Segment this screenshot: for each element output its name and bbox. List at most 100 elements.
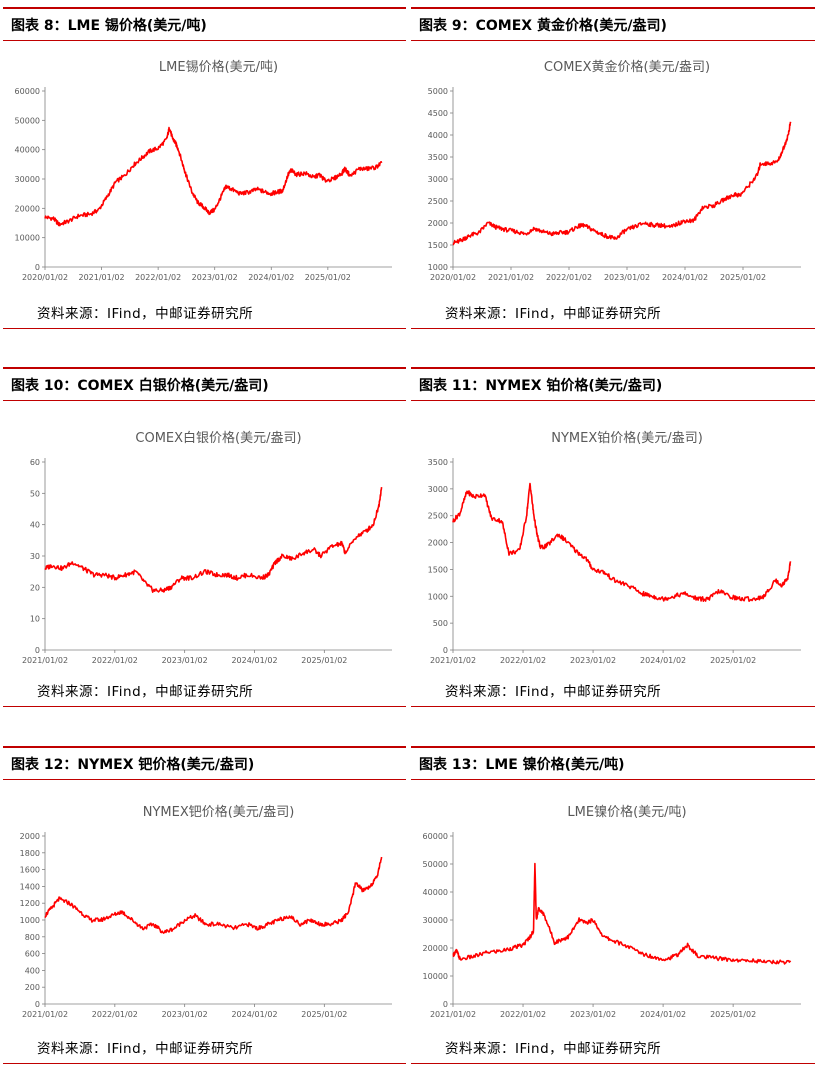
panel-platinum: 图表 11：NYMEX 铂价格(美元/盎司) NYMEX铂价格(美元/盎司) 0 5… [411,366,815,707]
y-tick-label: 60000 [423,832,448,841]
x-tick-label: 2025/01/02 [305,273,351,282]
y-tick-label: 20 [30,583,40,592]
y-tick-label: 50000 [15,116,40,125]
x-tick-label: 2021/01/02 [22,656,68,665]
y-tick-label: 2500 [428,197,448,206]
y-tick-label: 1500 [428,241,448,250]
y-tick-label: 0 [35,1000,40,1009]
y-tick-label: 30 [30,552,40,561]
panel-title: 图表 11：NYMEX 铂价格(美元/盎司) [411,367,815,401]
x-tick-label: 2021/01/02 [430,1010,476,1019]
chart-title: NYMEX钯价格(美元/盎司) [143,804,295,820]
source-note: 资料来源：IFind，中邮证券研究所 [3,677,406,707]
chart-title: COMEX黄金价格(美元/盎司) [544,59,710,75]
y-tick-label: 60 [30,458,40,467]
y-tick-label: 2500 [428,512,448,521]
x-tick-label: 2023/01/02 [604,273,650,282]
x-tick-label: 2024/01/02 [231,1010,277,1019]
chart-title: COMEX白银价格(美元/盎司) [135,430,301,446]
source-note: 资料来源：IFind，中邮证券研究所 [411,299,815,329]
series-line-palladium [44,856,383,934]
y-tick-label: 1200 [20,899,40,908]
x-tick-label: 2024/01/02 [662,273,708,282]
x-tick-label: 2025/01/02 [710,656,756,665]
y-tick-label: 1500 [428,565,448,574]
x-tick-label: 2022/01/02 [135,273,181,282]
chart-title: NYMEX铂价格(美元/盎司) [551,430,703,446]
x-tick-label: 2024/01/02 [640,656,686,665]
panel-silver: 图表 10：COMEX 白银价格(美元/盎司) COMEX白银价格(美元/盎司)… [3,366,406,707]
chart-gold: COMEX黄金价格(美元/盎司) 1000 1500 2000 2500 3000 3500… [428,59,801,282]
series-line-silver [44,486,383,593]
panel-title: 图表 10：COMEX 白银价格(美元/盎司) [3,367,406,401]
x-tick-label: 2024/01/02 [231,656,277,665]
chart-platinum: NYMEX铂价格(美元/盎司) 0 500 1000 1500 2000 2500 3000 3… [428,430,801,665]
panel-palladium: 图表 12：NYMEX 钯价格(美元/盎司) NYMEX钯价格(美元/盎司) 0 2… [3,746,406,1064]
x-tick-label: 2023/01/02 [570,1010,616,1019]
y-tick-label: 3500 [428,458,448,467]
y-tick-label: 10000 [15,234,40,243]
y-tick-label: 60000 [15,87,40,96]
y-tick-label: 2000 [428,219,448,228]
x-tick-label: 2020/01/02 [22,273,68,282]
chart-title: LME镍价格(美元/吨) [567,804,686,820]
y-tick-label: 50000 [423,860,448,869]
source-note: 资料来源：IFind，中邮证券研究所 [3,299,406,329]
y-tick-label: 1000 [20,916,40,925]
x-tick-label: 2023/01/02 [192,273,238,282]
chart-tin: LME锡价格(美元/吨) 0 10000 20000 30000 40000 50000 60… [15,59,392,282]
panel-title: 图表 12：NYMEX 钯价格(美元/盎司) [3,746,406,780]
y-tick-label: 3000 [428,175,448,184]
x-tick-label: 2022/01/02 [92,656,138,665]
y-tick-label: 2000 [20,832,40,841]
x-tick-label: 2022/01/02 [500,656,546,665]
x-tick-label: 2022/01/02 [500,1010,546,1019]
y-tick-label: 0 [443,646,448,655]
x-tick-label: 2023/01/02 [162,656,208,665]
x-tick-label: 2021/01/02 [430,656,476,665]
x-tick-label: 2024/01/02 [248,273,294,282]
x-tick-label: 2023/01/02 [162,1010,208,1019]
y-tick-label: 20000 [15,204,40,213]
x-tick-label: 2025/01/02 [710,1010,756,1019]
panel-tin: 图表 8：LME 锡价格(美元/吨) LME锡价格(美元/吨) 0 10000 200… [3,3,406,329]
y-tick-label: 0 [35,646,40,655]
x-tick-label: 2025/01/02 [301,656,347,665]
panel-title: 图表 9：COMEX 黄金价格(美元/盎司) [411,7,815,41]
y-tick-label: 5000 [428,87,448,96]
y-tick-label: 1600 [20,866,40,875]
x-tick-label: 2021/01/02 [79,273,125,282]
y-tick-label: 3500 [428,153,448,162]
y-tick-label: 0 [443,1000,448,1009]
y-tick-label: 800 [25,933,40,942]
panel-nickel: 图表 13：LME 镍价格(美元/吨) LME镍价格(美元/吨) 0 10000 20… [411,746,815,1064]
x-tick-label: 2025/01/02 [301,1010,347,1019]
y-tick-label: 1000 [428,263,448,272]
y-tick-label: 2000 [428,539,448,548]
y-tick-label: 1800 [20,849,40,858]
y-tick-label: 500 [433,619,448,628]
x-tick-label: 2021/01/02 [22,1010,68,1019]
series-line-gold [452,121,792,246]
source-note: 资料来源：IFind，中邮证券研究所 [3,1034,406,1064]
y-tick-label: 4500 [428,109,448,118]
panel-title: 图表 13：LME 镍价格(美元/吨) [411,746,815,780]
y-tick-label: 10000 [423,972,448,981]
y-tick-label: 10 [30,615,40,624]
x-tick-label: 2022/01/02 [546,273,592,282]
y-tick-label: 40 [30,521,40,530]
y-tick-label: 0 [35,263,40,272]
panel-title: 图表 8：LME 锡价格(美元/吨) [3,7,406,41]
chart-nickel: LME镍价格(美元/吨) 0 10000 20000 30000 40000 50000 60… [423,804,801,1019]
chart-palladium: NYMEX钯价格(美元/盎司) 0 200 400 600 800 1000 1200 1400… [20,804,392,1019]
y-tick-label: 600 [25,950,40,959]
y-tick-label: 1000 [428,592,448,601]
y-tick-label: 30000 [15,175,40,184]
y-tick-label: 400 [25,966,40,975]
series-line-platinum [452,482,792,602]
x-tick-label: 2025/01/02 [720,273,766,282]
chart-silver: COMEX白银价格(美元/盎司) 0 10 20 30 40 50 60 2021/01/02 2… [22,430,392,665]
source-note: 资料来源：IFind，中邮证券研究所 [411,677,815,707]
series-line-nickel [452,862,792,965]
y-tick-label: 20000 [423,944,448,953]
